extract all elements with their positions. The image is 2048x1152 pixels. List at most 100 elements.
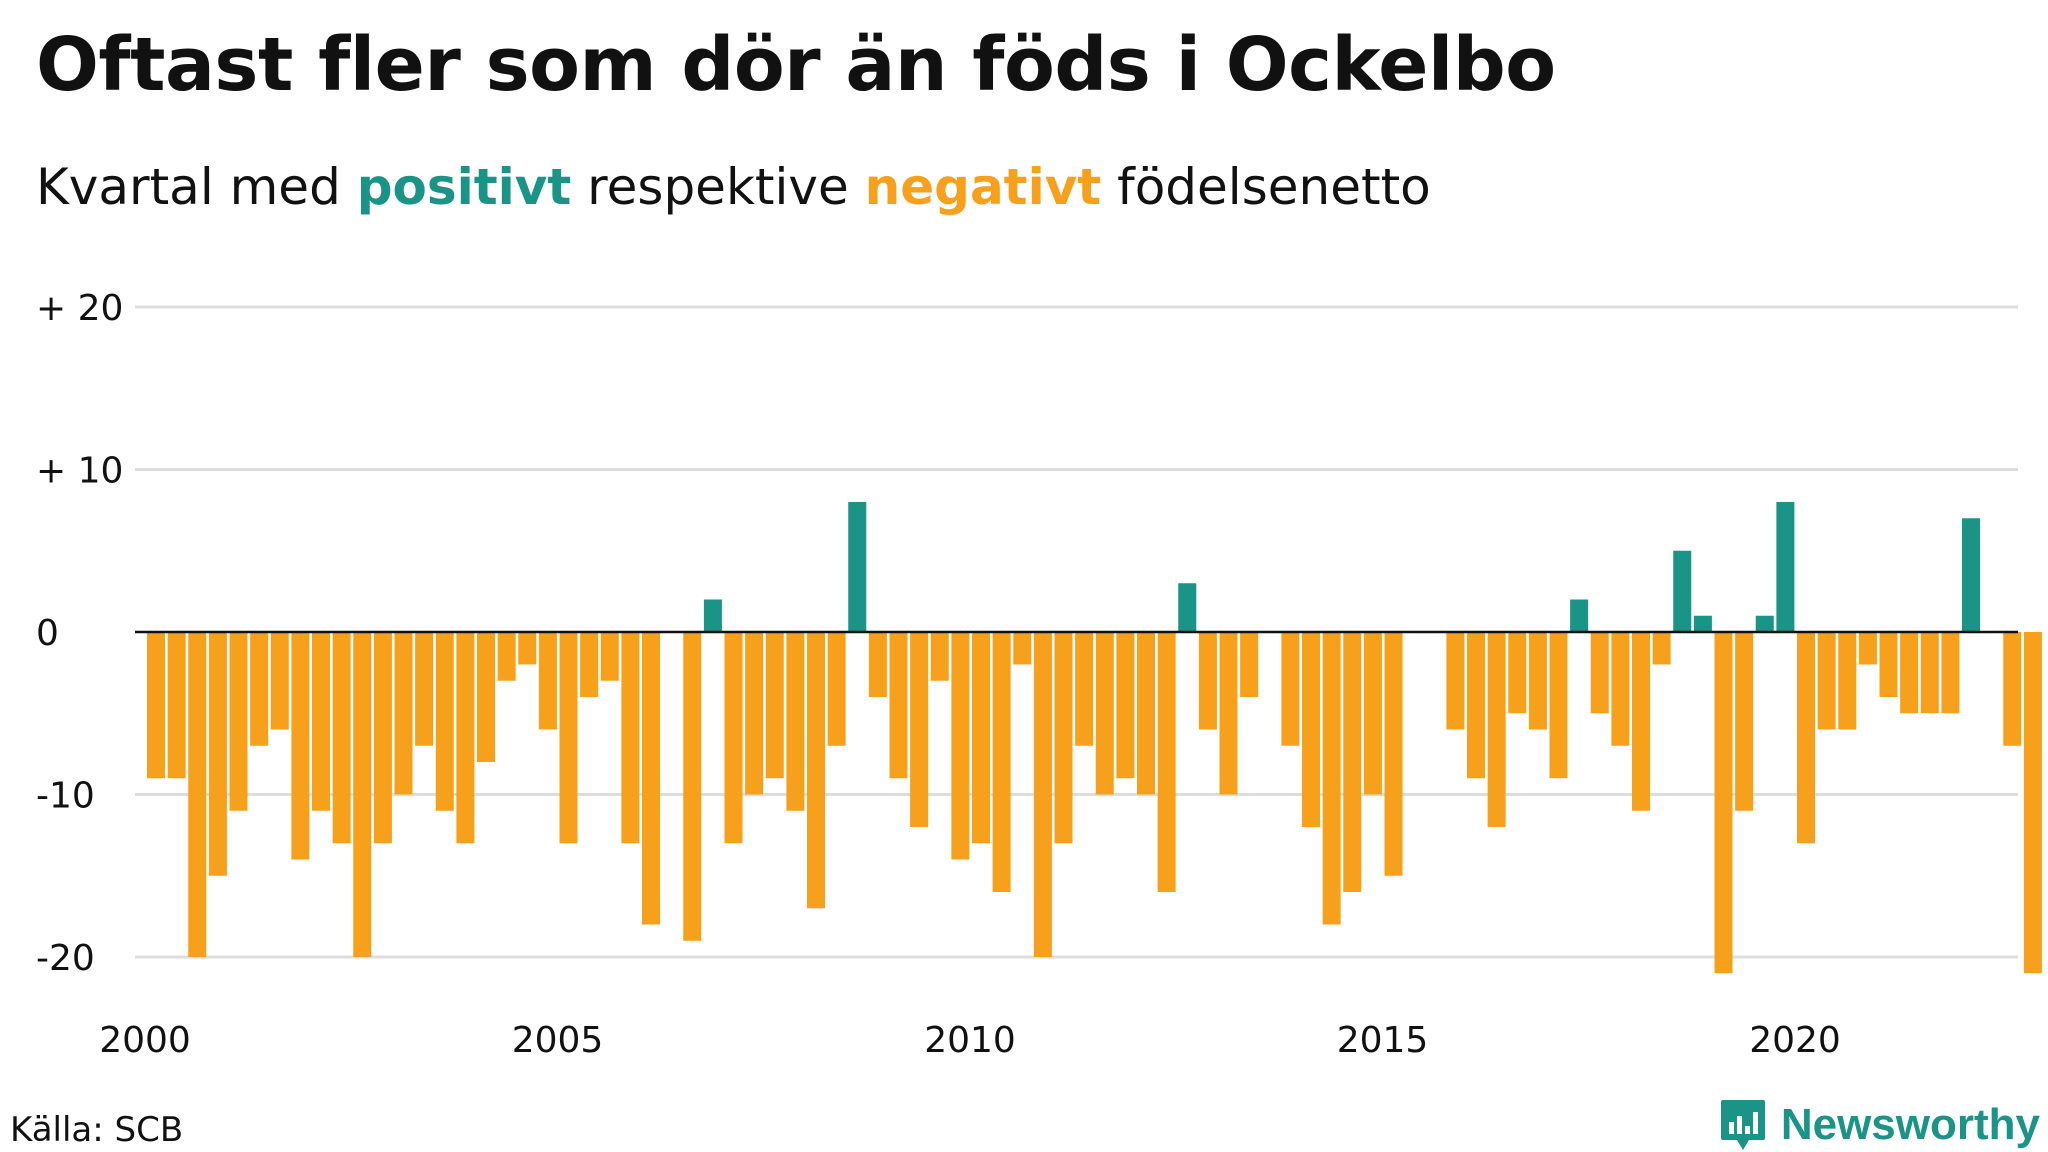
x-tick-label: 2020 (1749, 1020, 1841, 1061)
bar-negative (291, 632, 310, 860)
x-tick-label: 2010 (924, 1020, 1016, 1061)
bar-negative (394, 632, 413, 795)
bar-negative (167, 632, 186, 779)
bar-negative (1075, 632, 1094, 746)
bar-negative (1157, 632, 1176, 892)
bar-negative (1487, 632, 1506, 827)
x-tick-label: 2015 (1337, 1020, 1429, 1061)
bar-negative (518, 632, 537, 665)
logo-text: Newsworthy (1780, 1100, 2040, 1149)
bar-negative (1797, 632, 1816, 844)
y-tick-label: 0 (36, 613, 59, 654)
bars (147, 502, 2042, 974)
chart-subtitle: Kvartal med positivt respektive negativt… (36, 158, 1431, 216)
bar-negative (1013, 632, 1032, 665)
newsworthy-logo-icon (1720, 1100, 1765, 1150)
bar-negative (1941, 632, 1960, 714)
x-tick-label: 2000 (99, 1020, 191, 1061)
bar-negative (786, 632, 805, 811)
bar-negative (765, 632, 784, 779)
bar-negative (724, 632, 743, 844)
chart-title: Oftast fler som dör än föds i Ockelbo (36, 22, 1556, 108)
bar-negative (992, 632, 1011, 892)
bar-negative (332, 632, 351, 844)
bar-negative (1508, 632, 1527, 714)
bar-negative (1095, 632, 1114, 795)
bar-negative (1033, 632, 1052, 957)
bar-negative (1817, 632, 1836, 730)
bar-negative (1632, 632, 1651, 811)
bar-negative (580, 632, 599, 697)
bar-positive (703, 599, 722, 632)
bar-negative (559, 632, 578, 844)
subtitle-middle: respektive (571, 158, 865, 216)
bar-negative (373, 632, 392, 844)
bar-negative (1240, 632, 1259, 697)
bar-negative (1054, 632, 1073, 844)
y-tick-label: + 10 (36, 451, 123, 492)
bar-negative (477, 632, 496, 762)
bar-negative (456, 632, 475, 844)
subtitle-prefix: Kvartal med (36, 158, 357, 216)
bar-positive (848, 502, 867, 632)
bar-negative (1714, 632, 1733, 974)
bar-negative (642, 632, 661, 925)
bar-negative (312, 632, 331, 811)
bar-negative (1858, 632, 1877, 665)
bar-negative (250, 632, 269, 746)
y-tick-label: -10 (36, 776, 95, 817)
bar-negative (1384, 632, 1403, 876)
bar-negative (188, 632, 207, 957)
bar-negative (1467, 632, 1486, 779)
newsworthy-logo: Newsworthy (1719, 1098, 2040, 1152)
bar-negative (1116, 632, 1135, 779)
bar-negative (147, 632, 166, 779)
bar-positive (1776, 502, 1795, 632)
bar-negative (1920, 632, 1939, 714)
bar-negative (353, 632, 372, 957)
bar-negative (745, 632, 764, 795)
bar-negative (930, 632, 949, 681)
bar-positive (1178, 583, 1197, 632)
bar-negative (1611, 632, 1630, 746)
bar-negative (1198, 632, 1217, 730)
bar-negative (1446, 632, 1465, 730)
bar-negative (2023, 632, 2042, 974)
bar-negative (1879, 632, 1898, 697)
bar-negative (229, 632, 248, 811)
bar-negative (1322, 632, 1341, 925)
subtitle-suffix: födelsenetto (1101, 158, 1431, 216)
bar-negative (1343, 632, 1362, 892)
bar-negative (435, 632, 454, 811)
bar-negative (1137, 632, 1156, 795)
bar-negative (1900, 632, 1919, 714)
bar-negative (951, 632, 970, 860)
bar-negative (1735, 632, 1754, 811)
bar-negative (621, 632, 640, 844)
y-tick-label: + 20 (36, 288, 123, 329)
bar-negative (1838, 632, 1857, 730)
bar-positive (1570, 599, 1589, 632)
bar-negative (683, 632, 702, 941)
x-tick-label: 2005 (512, 1020, 604, 1061)
bar-negative (2003, 632, 2022, 746)
bar-negative (208, 632, 227, 876)
bar-negative (600, 632, 619, 681)
bar-negative (1219, 632, 1238, 795)
bar-positive (1693, 615, 1712, 632)
bar-negative (1302, 632, 1321, 827)
bar-negative (807, 632, 826, 909)
y-tick-label: -20 (36, 938, 95, 979)
bar-positive (1962, 518, 1981, 632)
bar-positive (1755, 615, 1774, 632)
bar-negative (972, 632, 991, 844)
bar-negative (910, 632, 929, 827)
bar-negative (415, 632, 434, 746)
bar-negative (889, 632, 908, 779)
bar-negative (1652, 632, 1671, 665)
bar-negative (497, 632, 516, 681)
bar-negative (1590, 632, 1609, 714)
bar-negative (1549, 632, 1568, 779)
source-note: Källa: SCB (10, 1110, 184, 1150)
